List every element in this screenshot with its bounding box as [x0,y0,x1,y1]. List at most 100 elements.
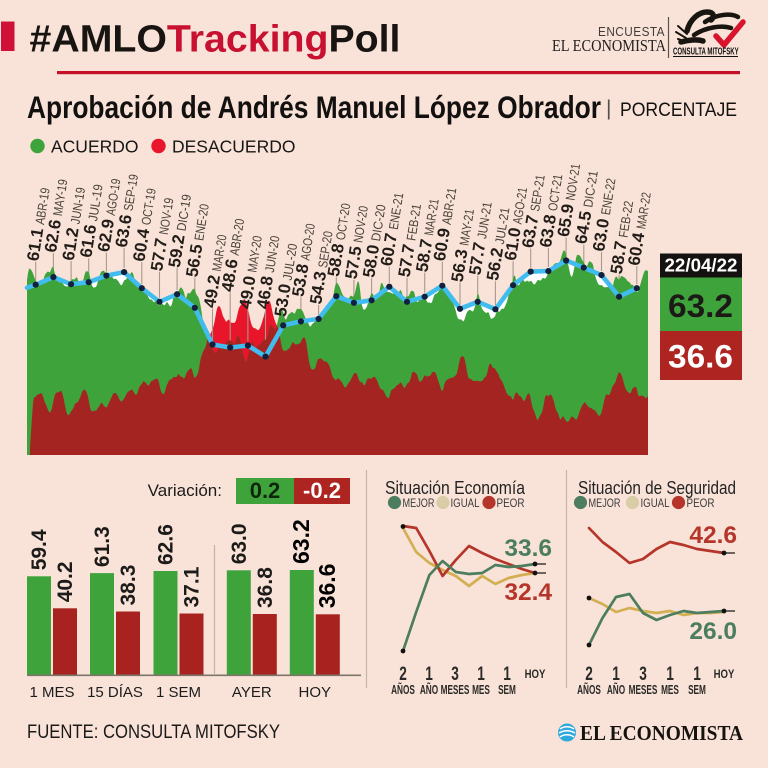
svg-text:61.3: 61.3 [91,526,114,567]
svg-text:48.6ABR-20: 48.6ABR-20 [218,217,248,293]
svg-text:62.6MAY-19: 62.6MAY-19 [41,178,71,254]
svg-text:33.6: 33.6 [504,535,552,562]
svg-text:Situación Economía: Situación Economía [385,477,526,498]
svg-text:PEOR: PEOR [497,496,525,510]
svg-text:15 DÍAS: 15 DÍAS [87,684,143,701]
svg-text:53.8AGO-20: 53.8AGO-20 [289,222,319,298]
svg-text:2: 2 [585,663,593,685]
svg-text:1: 1 [503,663,511,685]
svg-text:ACUERDO: ACUERDO [51,137,139,157]
svg-text:HOY: HOY [714,668,735,681]
svg-text:MEJOR: MEJOR [403,496,435,510]
svg-text:36.6: 36.6 [314,564,340,609]
svg-text:59.2DIC-19: 59.2DIC-19 [165,193,195,269]
svg-text:SEM: SEM [688,683,706,697]
svg-text:36.8: 36.8 [254,567,277,608]
svg-text:IGUAL: IGUAL [641,496,670,510]
svg-text:MES: MES [472,683,490,697]
svg-text:60.7ENE-21: 60.7ENE-21 [377,191,407,267]
svg-text:59.4: 59.4 [28,529,51,570]
svg-text:46.8JUN-20: 46.8JUN-20 [253,234,283,310]
svg-text:1 SEM: 1 SEM [156,684,201,701]
svg-text:62.6: 62.6 [155,524,178,565]
svg-text:Variación:: Variación: [148,481,222,500]
svg-text:ENCUESTA: ENCUESTA [598,25,665,39]
svg-text:65.9NOV-21: 65.9NOV-21 [554,162,584,238]
svg-text:1: 1 [477,663,485,685]
svg-text:57.7NOV-19: 57.7NOV-19 [147,196,177,272]
svg-text:56.2JUL-21: 56.2JUL-21 [483,206,513,282]
svg-text:AÑO: AÑO [607,682,625,697]
svg-text:EL ECONOMISTA: EL ECONOMISTA [552,36,666,55]
svg-text:1: 1 [666,663,674,685]
svg-text:22/04/22: 22/04/22 [665,256,738,276]
svg-text:-0.2: -0.2 [303,478,341,503]
svg-text:FUENTE: CONSULTA MITOFSKY: FUENTE: CONSULTA MITOFSKY [27,722,280,743]
svg-text:57.5NOV-20: 57.5NOV-20 [342,204,372,280]
svg-text:3: 3 [451,663,459,685]
svg-text:60.4MAR-22: 60.4MAR-22 [624,191,654,267]
svg-text:AÑO: AÑO [420,682,438,697]
svg-text:57.7JUN-21: 57.7JUN-21 [465,200,495,276]
svg-text:64.5DIC-21: 64.5DIC-21 [571,169,601,245]
svg-text:26.0: 26.0 [689,618,737,645]
svg-text:63.8OCT-21: 63.8OCT-21 [536,173,566,249]
svg-text:58.7MAR-21: 58.7MAR-21 [412,197,442,273]
svg-text:Aprobación de Andrés Manuel Ló: Aprobación de Andrés Manuel López Obrado… [27,89,601,125]
svg-text:58.8OCT-20: 58.8OCT-20 [324,202,354,278]
svg-text:3: 3 [639,663,647,685]
svg-text:HOY: HOY [299,684,332,701]
svg-text:61.1ABR-19: 61.1ABR-19 [23,186,53,262]
svg-text:2: 2 [399,663,407,685]
svg-text:1: 1 [693,663,701,685]
svg-text:63.0: 63.0 [228,523,251,564]
svg-text:56.3MAY-21: 56.3MAY-21 [448,207,478,283]
svg-text:63.2: 63.2 [668,288,733,324]
svg-text:MES: MES [661,683,679,697]
svg-text:63.7SEP-21: 63.7SEP-21 [518,173,548,249]
svg-text:54.3SEP-20: 54.3SEP-20 [306,229,336,305]
svg-text:PORCENTAJE: PORCENTAJE [620,100,737,121]
svg-text:Situación de Seguridad: Situación de Seguridad [578,477,736,498]
svg-text:62.9AGO-19: 62.9AGO-19 [94,177,124,253]
svg-text:AÑOS: AÑOS [391,682,415,697]
svg-text:61.6JUL-19: 61.6JUL-19 [76,183,106,259]
svg-text:53.0JUL-20: 53.0JUL-20 [271,242,301,318]
svg-text:1: 1 [425,663,433,685]
svg-text:61.0AGO-21: 61.0AGO-21 [501,186,531,262]
svg-text:63.6SEP-19: 63.6SEP-19 [112,173,142,249]
svg-text:MEJOR: MEJOR [589,496,621,510]
svg-text:HOY: HOY [525,668,546,681]
svg-text:42.6: 42.6 [689,522,737,549]
svg-text:32.4: 32.4 [504,579,552,606]
svg-text:40.2: 40.2 [54,561,77,602]
svg-text:58.7FEB-22: 58.7FEB-22 [607,199,637,275]
svg-text:CONSULTA MITOFSKY: CONSULTA MITOFSKY [673,45,739,57]
svg-text:58.0DIC-20: 58.0DIC-20 [359,203,389,279]
svg-text:63.2: 63.2 [288,519,314,564]
svg-text:MESES: MESES [441,683,470,697]
svg-text:37.1: 37.1 [181,566,204,607]
svg-text:36.6: 36.6 [668,339,733,375]
svg-text:IGUAL: IGUAL [451,496,480,510]
svg-text:38.3: 38.3 [117,565,140,606]
svg-text:49.2MAR-20: 49.2MAR-20 [200,233,230,309]
svg-text:PEOR: PEOR [687,496,715,510]
svg-text:EL ECONOMISTA: EL ECONOMISTA [580,721,743,745]
svg-text:AÑOS: AÑOS [577,682,601,697]
svg-text:1: 1 [612,663,620,685]
svg-text:56.5ENE-20: 56.5ENE-20 [182,202,212,278]
svg-text:57.7FEB-21: 57.7FEB-21 [395,202,425,278]
svg-text:AYER: AYER [232,684,272,701]
svg-text:|: | [606,97,611,120]
svg-text:49.0MAY-20: 49.0MAY-20 [236,234,266,310]
svg-text:1 MES: 1 MES [29,684,74,701]
svg-text:63.0ENE-22: 63.0ENE-22 [589,177,619,253]
svg-text:60.9ABR-21: 60.9ABR-21 [430,186,460,262]
svg-text:DESACUERDO: DESACUERDO [172,137,296,157]
svg-text:0.2: 0.2 [250,478,281,503]
svg-text:SEM: SEM [498,683,516,697]
svg-text:MESES: MESES [629,683,658,697]
svg-text:61.2JUN-19: 61.2JUN-19 [59,186,89,262]
